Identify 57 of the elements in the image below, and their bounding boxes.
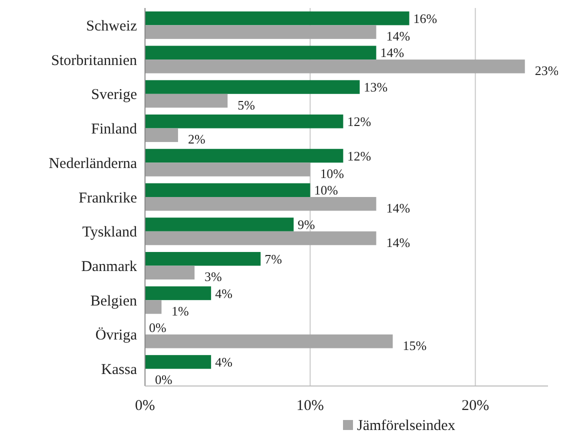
- bar: [145, 334, 393, 348]
- data-label: 14%: [386, 234, 410, 250]
- y-tick-label: Schweiz: [86, 18, 138, 34]
- data-label: 5%: [238, 97, 256, 112]
- data-label: 0%: [149, 320, 166, 336]
- y-tick-label: Övriga: [95, 326, 138, 344]
- bar: [145, 266, 195, 280]
- data-label: 10%: [314, 182, 338, 198]
- bar: [145, 355, 212, 369]
- data-label: 3%: [204, 269, 222, 284]
- bar: [145, 231, 376, 246]
- data-label: 14%: [386, 200, 410, 216]
- bar: [145, 11, 410, 26]
- bar: [145, 197, 376, 211]
- data-label: 14%: [380, 45, 404, 60]
- bar: [145, 60, 525, 74]
- data-label: 12%: [347, 114, 372, 129]
- bar: [145, 286, 212, 300]
- data-label: 16%: [413, 10, 438, 26]
- y-tick-label: Kassa: [101, 362, 138, 378]
- data-label: 12%: [347, 148, 372, 164]
- bar: [145, 25, 376, 39]
- y-tick-label: Storbritannien: [51, 52, 138, 69]
- data-label: 2%: [188, 132, 206, 147]
- data-label: 14%: [386, 28, 410, 44]
- bar: [145, 46, 376, 60]
- data-label: 15%: [402, 338, 427, 353]
- x-tick-label: 10%: [296, 398, 324, 414]
- data-label: 4%: [215, 354, 233, 370]
- x-tick-label: 0%: [135, 398, 155, 414]
- data-label: 0%: [155, 372, 172, 388]
- bar: [145, 94, 228, 108]
- bar: [145, 80, 360, 94]
- legend-label: Jämförelseindex: [357, 418, 456, 434]
- bar: [145, 183, 310, 197]
- y-tick-label: Danmark: [81, 258, 138, 275]
- y-tick-label: Tyskland: [82, 224, 138, 241]
- data-label: 7%: [264, 251, 282, 266]
- data-label: 9%: [298, 217, 316, 232]
- bar: [145, 114, 344, 128]
- data-label: 13%: [364, 80, 388, 95]
- y-tick-label: Nederländerna: [48, 156, 138, 172]
- bar: [145, 128, 178, 142]
- data-label: 10%: [320, 166, 344, 182]
- bar: [145, 148, 344, 163]
- y-tick-label: Frankrike: [78, 190, 138, 206]
- bar: [145, 162, 310, 176]
- y-tick-label: Finland: [91, 122, 138, 138]
- data-label: 23%: [534, 62, 559, 78]
- y-tick-label: Sverige: [91, 87, 138, 104]
- data-label: 4%: [215, 286, 233, 301]
- y-tick-label: Belgien: [90, 293, 138, 310]
- bar: [145, 300, 162, 314]
- x-tick-label: 20%: [462, 398, 490, 414]
- data-label: 1%: [172, 304, 190, 319]
- bar: [145, 218, 294, 232]
- bar: [145, 252, 261, 266]
